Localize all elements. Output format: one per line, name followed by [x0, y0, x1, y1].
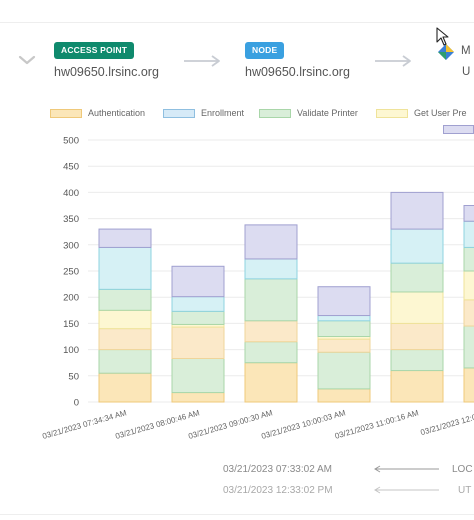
legend-label: Validate Printer [297, 108, 358, 118]
bar-segment [390, 322, 444, 351]
bar-segment [98, 349, 152, 374]
y-tick-label: 250 [63, 267, 79, 278]
bar-segment [463, 220, 474, 248]
diamond-logo-icon [438, 44, 454, 60]
bar-segment [463, 299, 474, 327]
bar-segment [463, 270, 474, 301]
access-point-badge: ACCESS POINT [54, 42, 135, 59]
legend-swatch [50, 109, 82, 118]
bar-segment [244, 258, 298, 280]
bar-segment [98, 372, 152, 403]
bar-segment [463, 367, 474, 403]
x-tick-label: 03/21/2023 11:00:16 AM [334, 408, 420, 441]
access-point-host: hw09650.lrsinc.org [54, 65, 159, 79]
bar-segment [317, 320, 371, 337]
y-tick-label: 450 [63, 162, 79, 173]
bar-segment [171, 392, 225, 403]
bar-segment [463, 246, 474, 272]
stacked-bar-chart: 0 50 100 150 200 250 300 350 400 450 500 03/21/2023… [41, 136, 474, 441]
bar-segment [390, 370, 444, 403]
node-badge: NODE [245, 42, 285, 59]
bar-segment [244, 320, 298, 343]
bar-segment [98, 309, 152, 330]
mouse-cursor-icon [436, 27, 449, 46]
bar-segment [390, 262, 444, 293]
legend-label: Enrollment [201, 108, 245, 118]
y-tick-label: 400 [63, 188, 79, 199]
bar-segment [317, 351, 371, 390]
bar-segment [390, 228, 444, 264]
y-tick-label: 350 [63, 214, 79, 225]
bar-segment [171, 265, 225, 298]
bar-segment [317, 338, 371, 353]
bar-segment [244, 224, 298, 260]
bar-segment [390, 291, 444, 324]
flow-arrow-icon [184, 55, 220, 67]
bar-segment [98, 288, 152, 311]
bar-segment [463, 205, 474, 222]
y-tick-label: 0 [74, 398, 79, 409]
bar-segment [98, 328, 152, 351]
bar-segment [98, 246, 152, 290]
bar-segment [317, 315, 371, 322]
bar-segment [390, 191, 444, 230]
bar-segment [463, 325, 474, 369]
x-tick-label: 03/21/2023 10:00:03 AM [260, 408, 347, 441]
bar-segment [98, 228, 152, 248]
footer-time-utc: 03/21/2023 12:33:02 PM [223, 485, 333, 496]
footer-end-local: LOC [452, 464, 473, 475]
y-tick-label: 100 [63, 345, 79, 356]
legend-swatch [376, 109, 408, 118]
flow-arrow-icon [375, 55, 411, 67]
legend-label: Authentication [88, 108, 146, 118]
y-tick-label: 150 [63, 319, 79, 330]
collapse-chevron-icon[interactable] [16, 52, 38, 68]
bar-segment [390, 349, 444, 372]
footer-time-local: 03/21/2023 07:33:02 AM [223, 464, 332, 475]
bar-segment [244, 341, 298, 364]
legend-swatch [259, 109, 291, 118]
legend-label: Get User Pre [414, 108, 467, 118]
footer-end-utc: UT [458, 485, 472, 496]
third-node-label: M [461, 45, 471, 57]
bottom-divider [0, 514, 474, 515]
y-tick-label: 50 [68, 371, 79, 382]
node-host: hw09650.lrsinc.org [245, 65, 350, 79]
bar-segment [244, 362, 298, 403]
bar-segment [317, 388, 371, 403]
bar-segment [317, 286, 371, 317]
bar-segment [171, 310, 225, 325]
y-tick-label: 200 [63, 293, 79, 304]
bar-segment [171, 296, 225, 312]
bar-segment [171, 358, 225, 394]
y-tick-label: 500 [63, 136, 79, 147]
top-divider [0, 22, 474, 23]
x-tick-label: 03/21/2023 12:00:19 [420, 408, 474, 437]
footer-arrow-icon [374, 465, 439, 473]
y-tick-label: 300 [63, 240, 79, 251]
legend-swatch [163, 109, 195, 118]
bar-segment [171, 326, 225, 360]
footer-arrow-icon [374, 486, 439, 494]
bar-segment [244, 278, 298, 322]
third-node-sub: U [462, 66, 471, 78]
